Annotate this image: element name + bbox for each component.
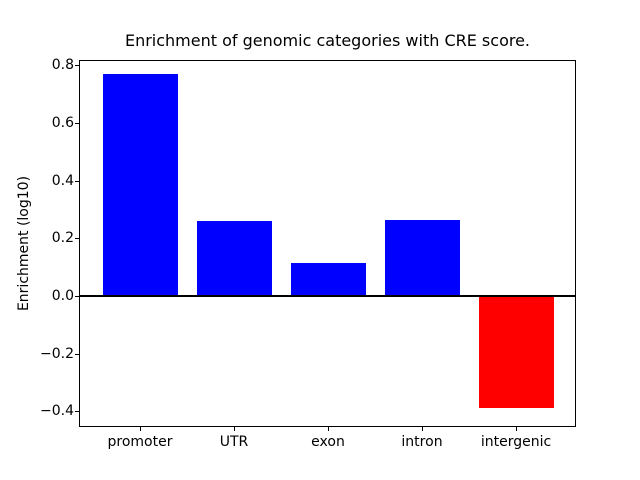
- y-tick-mark: [75, 354, 79, 355]
- x-tick-mark: [234, 427, 235, 431]
- y-tick-mark: [75, 181, 79, 182]
- y-tick-mark: [75, 411, 79, 412]
- y-tick-label: 0.6: [51, 115, 74, 131]
- x-tick-label-exon: exon: [311, 434, 345, 450]
- bar-intergenic: [478, 296, 554, 408]
- zero-line: [79, 295, 576, 297]
- y-tick-label: 0.2: [51, 230, 74, 246]
- bar-intron: [384, 220, 460, 296]
- y-tick-mark: [75, 238, 79, 239]
- x-tick-label-promoter: promoter: [107, 434, 173, 450]
- x-tick-mark: [328, 427, 329, 431]
- bar-UTR: [196, 221, 272, 296]
- x-tick-mark: [140, 427, 141, 431]
- bar-promoter: [102, 74, 178, 296]
- y-tick-mark: [75, 296, 79, 297]
- y-tick-label: 0.0: [51, 288, 74, 304]
- chart-title: Enrichment of genomic categories with CR…: [124, 31, 531, 50]
- y-tick-label: −0.2: [40, 346, 74, 362]
- y-tick-label: 0.4: [51, 173, 74, 189]
- bar-exon: [290, 263, 366, 296]
- y-tick-label: 0.8: [51, 57, 74, 73]
- x-tick-mark: [516, 427, 517, 431]
- x-tick-label-UTR: UTR: [219, 434, 249, 450]
- x-tick-label-intergenic: intergenic: [480, 434, 552, 450]
- x-tick-label-intron: intron: [401, 434, 443, 450]
- y-tick-label: −0.4: [40, 403, 74, 419]
- x-tick-mark: [422, 427, 423, 431]
- y-tick-mark: [75, 65, 79, 66]
- y-tick-mark: [75, 123, 79, 124]
